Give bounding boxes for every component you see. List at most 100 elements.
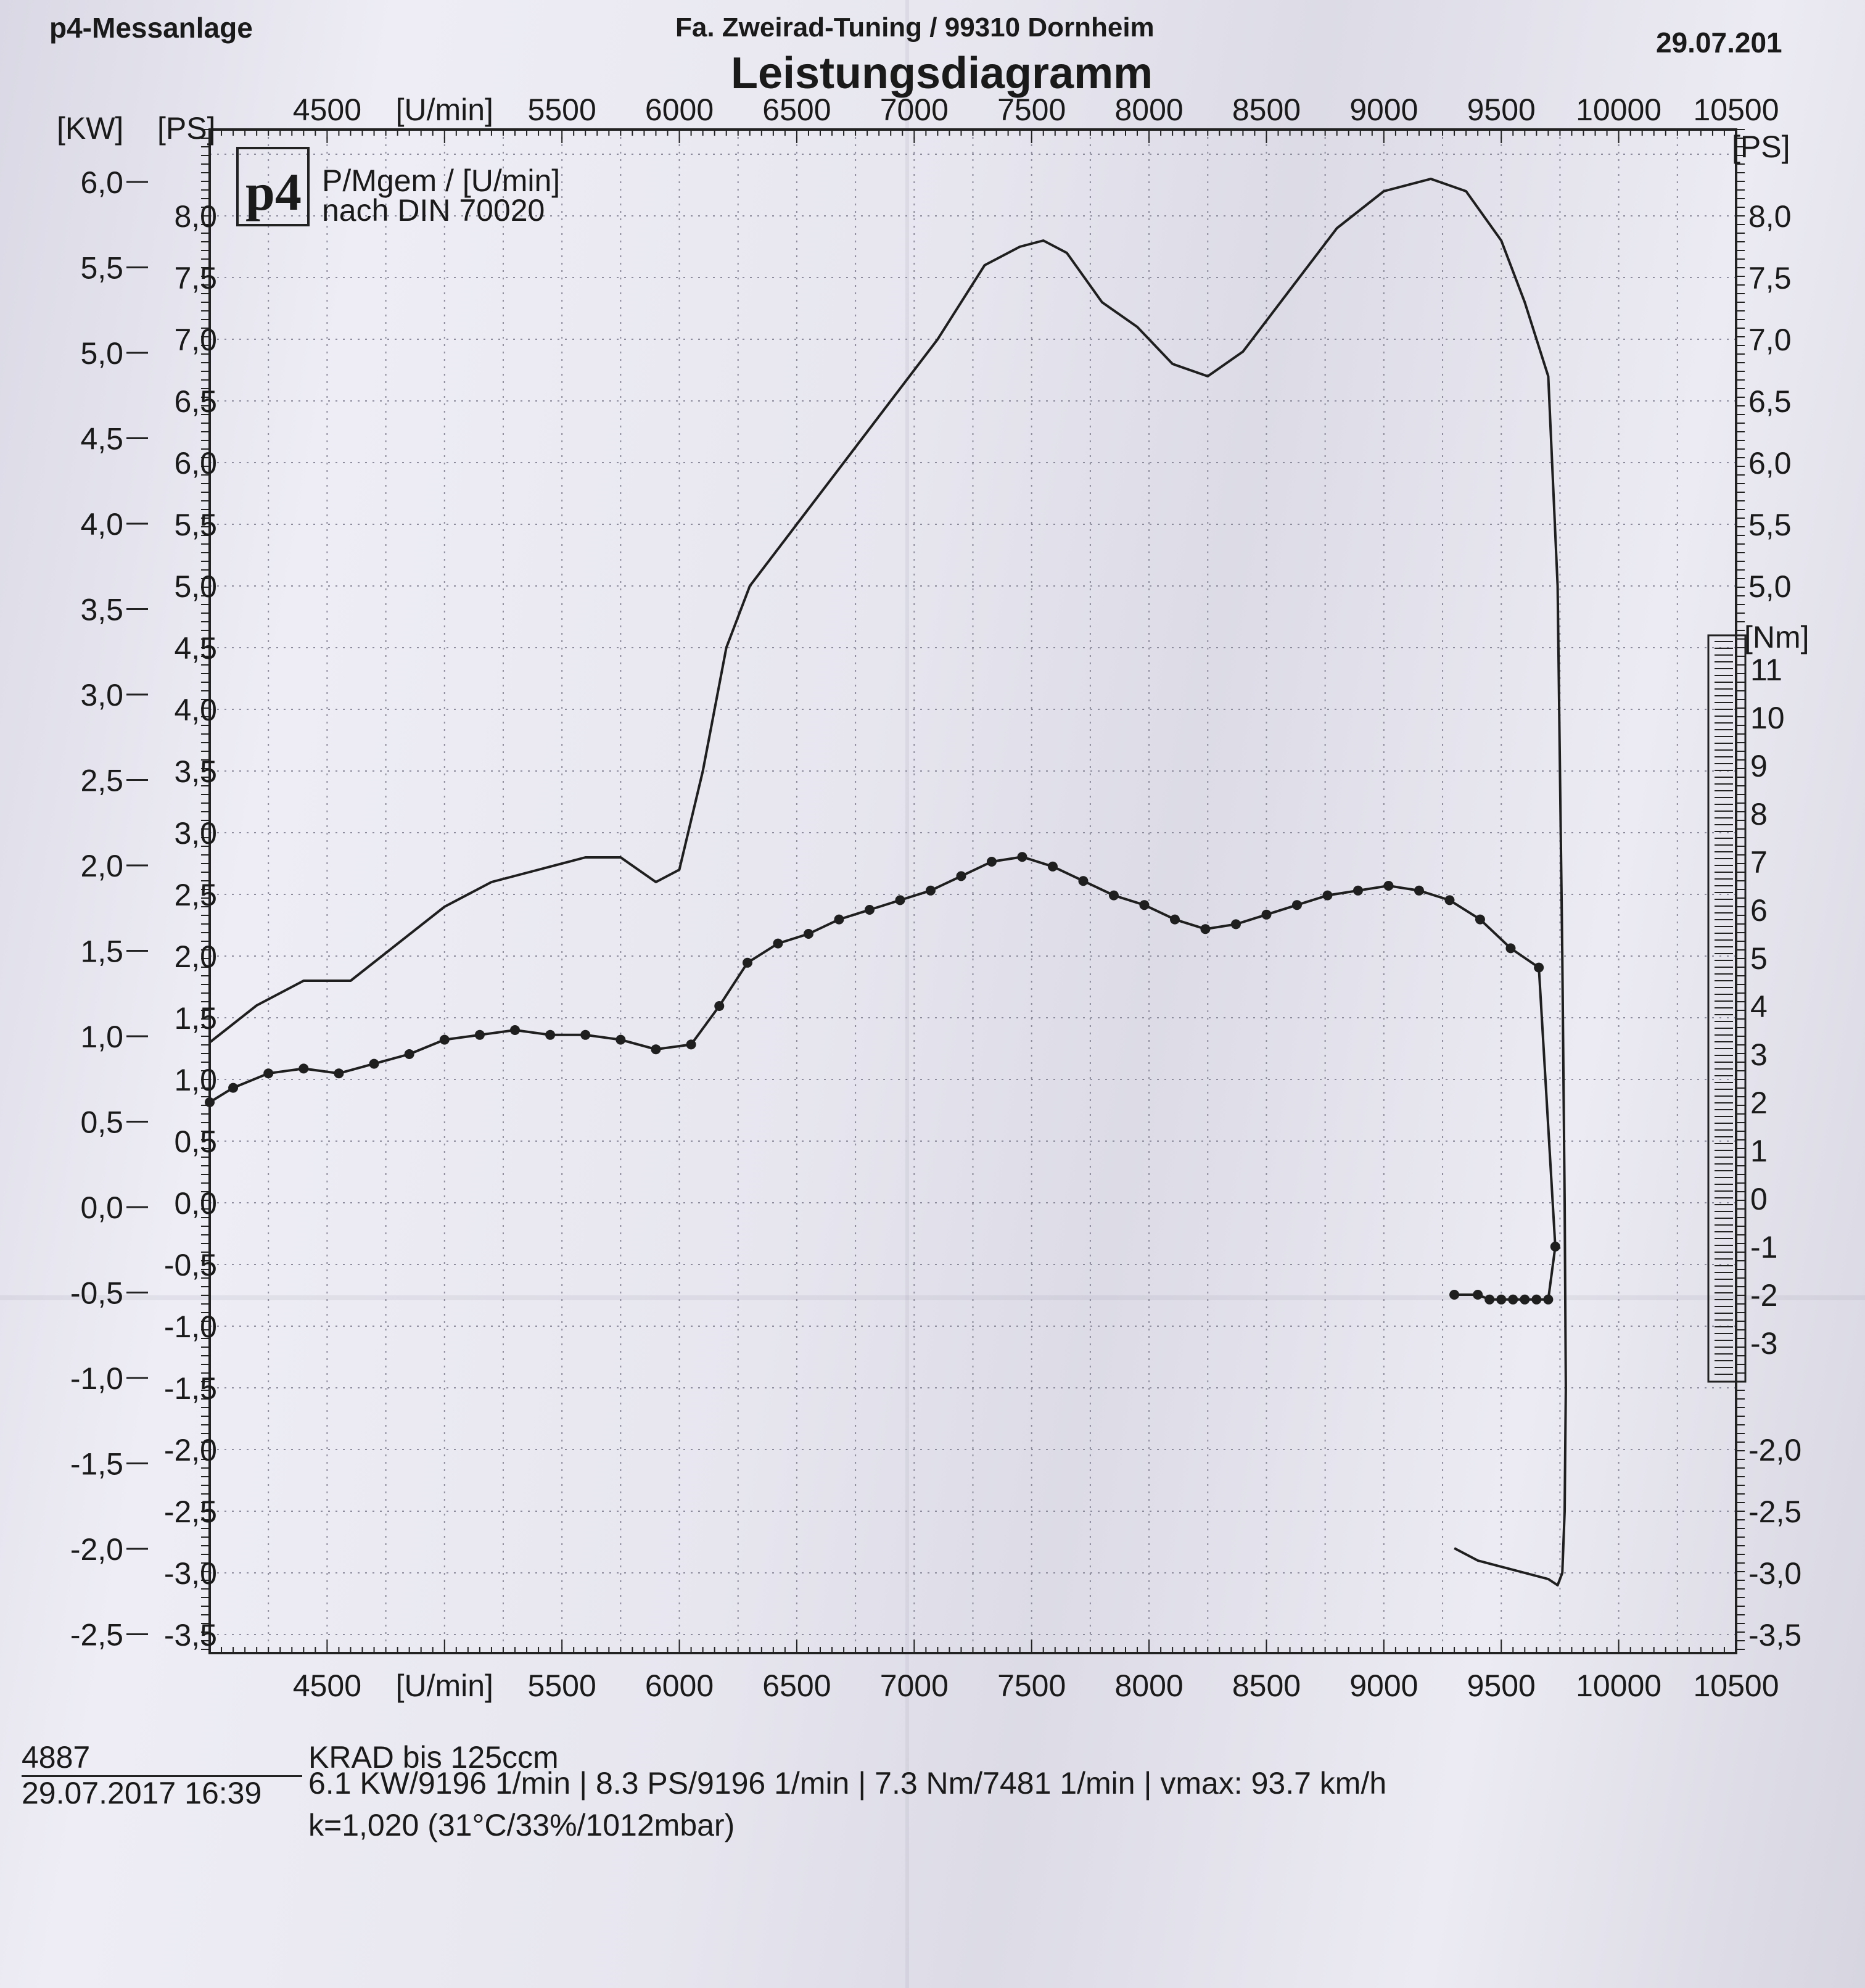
ps-right-tick-label: 8,0 bbox=[1748, 199, 1792, 234]
ps-right-tick-label: 7,0 bbox=[1748, 323, 1792, 357]
rpm-bottom-tick-label: 7000 bbox=[880, 1668, 949, 1703]
torque-data-point bbox=[1078, 876, 1089, 886]
ps-left-tick-label: 5,5 bbox=[174, 508, 217, 542]
rpm-top-tick-label: 9000 bbox=[1349, 93, 1418, 127]
nm-tick-label: 4 bbox=[1750, 989, 1768, 1024]
rpm-top-tick-label: 5500 bbox=[528, 93, 596, 127]
nm-tick-label: -3 bbox=[1750, 1326, 1777, 1361]
header-date: 29.07.201 bbox=[1656, 27, 1782, 59]
torque-data-point bbox=[803, 929, 813, 939]
torque-data-point bbox=[1505, 943, 1516, 954]
torque-data-point bbox=[1352, 885, 1363, 896]
torque-data-point bbox=[925, 885, 936, 896]
ps-left-tick-label: -1,5 bbox=[164, 1371, 217, 1406]
torque-data-point bbox=[1534, 962, 1544, 973]
rpm-top-tick-label: 8500 bbox=[1232, 93, 1301, 127]
torque-data-point bbox=[1520, 1294, 1530, 1305]
paper-fold-vertical bbox=[905, 0, 909, 1988]
p4-logo: p4 bbox=[245, 162, 302, 221]
ps-left-tick-label: 0,5 bbox=[174, 1124, 217, 1159]
torque-data-point bbox=[1444, 895, 1455, 905]
torque-data-point bbox=[1230, 919, 1241, 930]
ps-left-tick-label: 1,5 bbox=[174, 1001, 217, 1036]
kw-tick-label: 5,0 bbox=[80, 336, 123, 371]
ps-left-tick-label: -1,0 bbox=[164, 1310, 217, 1344]
torque-data-point bbox=[510, 1025, 520, 1035]
nm-tick-label: 3 bbox=[1750, 1037, 1768, 1072]
rpm-top-tick-label: 4500 bbox=[293, 93, 361, 127]
torque-data-point bbox=[334, 1068, 344, 1079]
rpm-top-tick-label: 10500 bbox=[1693, 93, 1779, 127]
ps-left-tick-label: -2,0 bbox=[164, 1433, 217, 1467]
nm-tick-label: 0 bbox=[1750, 1182, 1768, 1216]
torque-data-point bbox=[1200, 924, 1211, 934]
torque-data-point bbox=[1261, 909, 1272, 920]
torque-data-point bbox=[474, 1029, 485, 1040]
ps-left-tick-label: 2,0 bbox=[174, 939, 217, 974]
kw-tick-label: -1,5 bbox=[70, 1447, 123, 1482]
rpm-top-tick-label: 8000 bbox=[1114, 93, 1183, 127]
kw-tick-label: 0,5 bbox=[80, 1105, 123, 1140]
legend-line2: nach DIN 70020 bbox=[322, 193, 545, 228]
ps-left-tick-label: -0,5 bbox=[164, 1248, 217, 1282]
ps-right-tick-label: 6,0 bbox=[1748, 446, 1792, 481]
rpm-bottom-tick-label: 4500 bbox=[293, 1668, 361, 1703]
torque-data-point bbox=[1496, 1294, 1507, 1305]
ps-left-tick-label: 7,0 bbox=[174, 323, 217, 357]
rpm-bottom-tick-label: 8000 bbox=[1114, 1668, 1183, 1703]
rpm-bottom-tick-label: 6000 bbox=[645, 1668, 714, 1703]
ps-left-tick-label: -3,5 bbox=[164, 1618, 217, 1652]
ps-left-tick-labels: 8,0 7,5 7,0 6,5 6,0 5,5 5,0 4,5 4,0 3,5 3,0 2,5 2,0 1… bbox=[164, 199, 217, 1652]
torque-data-point bbox=[1047, 861, 1058, 872]
ps-right-tick-label: 5,0 bbox=[1748, 569, 1792, 604]
header-center: Fa. Zweirad-Tuning / 99310 Dornheim bbox=[675, 12, 1155, 43]
torque-data-point bbox=[986, 857, 997, 867]
torque-data-point bbox=[1531, 1294, 1542, 1305]
ps-left-tick-label: 6,5 bbox=[174, 384, 217, 419]
ps-left-tick-label: 3,5 bbox=[174, 754, 217, 789]
rpm-top-tick-label: 9500 bbox=[1467, 93, 1536, 127]
ps-right-tick-label: -2,5 bbox=[1748, 1495, 1801, 1529]
kw-tick-label: 1,5 bbox=[80, 934, 123, 969]
torque-data-point bbox=[580, 1029, 591, 1040]
torque-data-point bbox=[1383, 881, 1394, 891]
nm-tick-label: 1 bbox=[1750, 1134, 1768, 1168]
nm-tick-label: 5 bbox=[1750, 941, 1768, 976]
header-left: p4-Messanlage bbox=[49, 12, 253, 44]
kw-tick-label: 4,5 bbox=[80, 422, 123, 456]
rpm-top-tick-label: 10000 bbox=[1576, 93, 1661, 127]
kw-tick-label: 6,0 bbox=[80, 165, 123, 200]
torque-data-point bbox=[205, 1097, 215, 1107]
ps-right-tick-label: -3,5 bbox=[1748, 1618, 1801, 1652]
ps-right-tick-label: 6,5 bbox=[1748, 384, 1792, 419]
rpm-bottom-tick-label: 8500 bbox=[1232, 1668, 1301, 1703]
power-curve-line bbox=[208, 178, 1567, 1586]
kw-tick-label: 2,0 bbox=[80, 849, 123, 883]
ps-right-tick-labels: 8,0 7,5 7,0 6,5 6,0 5,5 5,0 -2,0 -2,5 -3,0 -3,5 bbox=[1748, 199, 1801, 1652]
torque-data-point bbox=[1108, 890, 1119, 901]
kw-tick-label: 3,0 bbox=[80, 678, 123, 712]
footer-datetime: 29.07.2017 16:39 bbox=[22, 1776, 262, 1810]
kw-tick-label: 4,0 bbox=[80, 507, 123, 542]
torque-data-point bbox=[1484, 1294, 1495, 1305]
torque-data-point bbox=[1017, 852, 1027, 862]
nm-tick-label: 6 bbox=[1750, 893, 1768, 928]
torque-data-point bbox=[864, 905, 875, 915]
nm-tick-label: 9 bbox=[1750, 749, 1768, 783]
torque-data-point bbox=[773, 938, 783, 949]
torque-data-point bbox=[1414, 885, 1424, 896]
ps-left-tick-label: 7,5 bbox=[174, 261, 217, 295]
footer-id: 4887 bbox=[22, 1739, 302, 1777]
rpm-top-tick-label: 6000 bbox=[645, 93, 714, 127]
torque-data-point bbox=[1169, 914, 1180, 925]
nm-tick-label: 8 bbox=[1750, 797, 1768, 831]
rpm-bottom-tick-label: 10500 bbox=[1693, 1668, 1779, 1703]
rpm-top-tick-labels: 4500 5500 6000 6500 7000 7500 8000 8500 9000 9500… bbox=[293, 93, 1779, 127]
kw-tick-label: -2,0 bbox=[70, 1532, 123, 1567]
torque-data-point bbox=[1449, 1290, 1460, 1300]
rpm-bottom-tick-label: 9500 bbox=[1467, 1668, 1536, 1703]
footer-results: 6.1 KW/9196 1/min | 8.3 PS/9196 1/min | … bbox=[308, 1766, 1387, 1800]
ps-left-tick-label: 8,0 bbox=[174, 199, 217, 234]
